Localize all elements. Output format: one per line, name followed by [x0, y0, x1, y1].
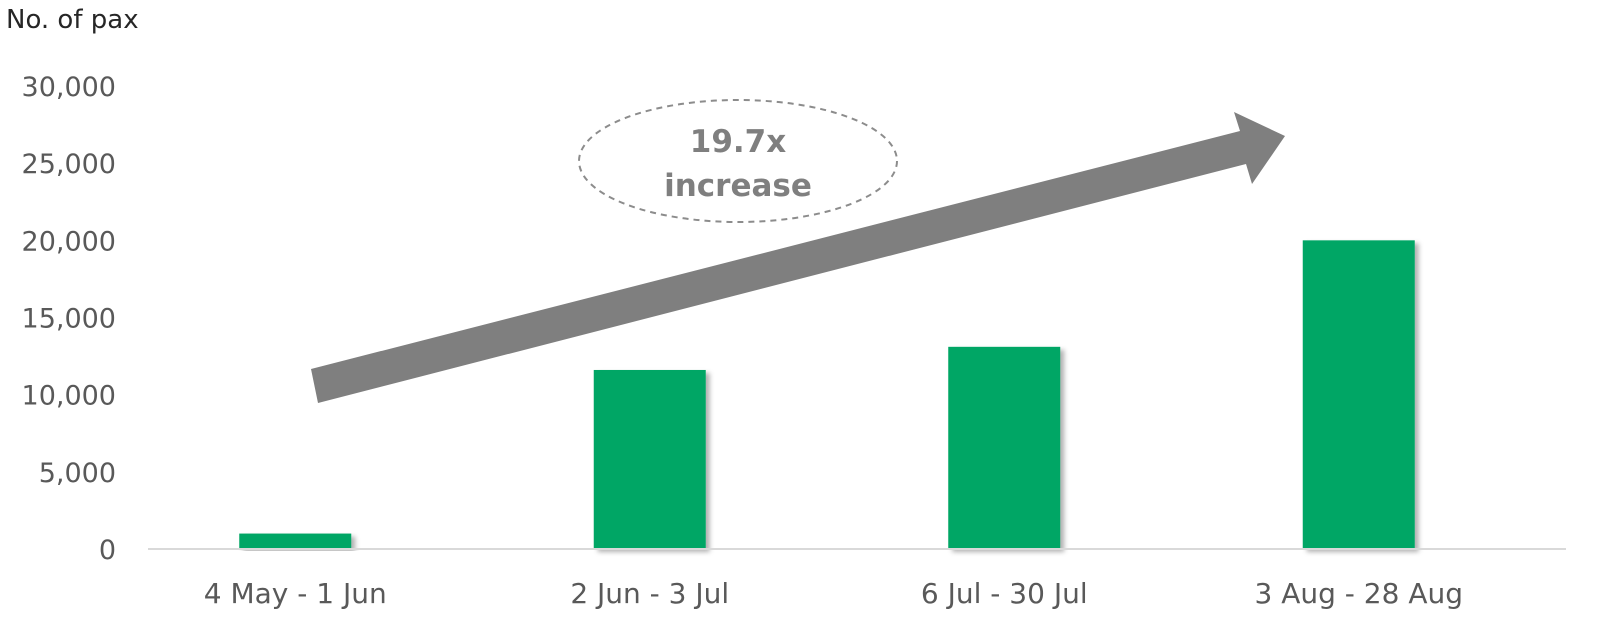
y-axis-ticks: 0 5,000 10,000 15,000 20,000 25,000 30,000 [22, 72, 116, 566]
x-category-label: 4 May - 1 Jun [204, 577, 387, 610]
y-tick-label: 10,000 [22, 381, 116, 412]
bar [1302, 240, 1415, 550]
y-tick-label: 30,000 [22, 72, 116, 103]
y-tick-label: 15,000 [22, 304, 116, 335]
bar [239, 533, 352, 549]
growth-arrow [311, 112, 1285, 403]
y-tick-label: 20,000 [22, 226, 116, 257]
y-tick-label: 25,000 [22, 149, 116, 180]
y-tick-label: 5,000 [39, 458, 116, 489]
x-axis-labels: 4 May - 1 Jun 2 Jun - 3 Jul 6 Jul - 30 Jul… [204, 577, 1463, 610]
callout-ellipse [578, 99, 898, 223]
y-axis-title: No. of pax [6, 5, 139, 35]
x-category-label: 2 Jun - 3 Jul [570, 577, 729, 610]
increase-callout: 19.7x increase [578, 99, 898, 223]
bar [948, 346, 1061, 549]
bar [593, 369, 706, 549]
callout-multiplier: 19.7x [690, 124, 786, 160]
x-category-label: 3 Aug - 28 Aug [1255, 577, 1464, 610]
callout-label: increase [664, 168, 812, 204]
bars [239, 240, 1415, 550]
y-tick-label: 0 [99, 535, 116, 566]
x-category-label: 6 Jul - 30 Jul [921, 577, 1088, 610]
growth-arrow-icon [311, 112, 1285, 403]
